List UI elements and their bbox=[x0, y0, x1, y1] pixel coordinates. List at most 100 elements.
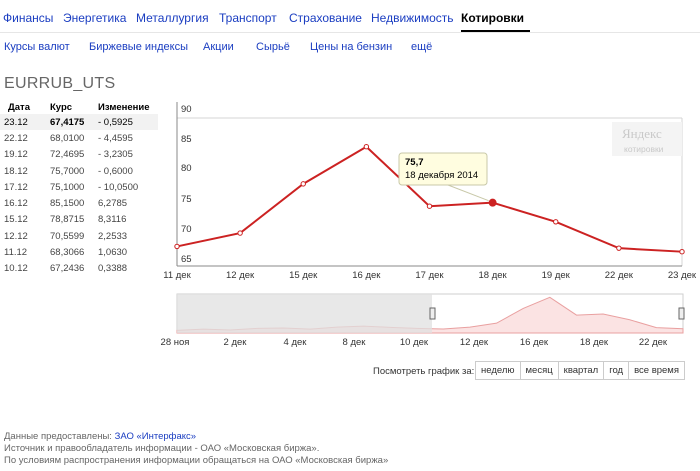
interfax-link[interactable]: ЗАО «Интерфакс» bbox=[114, 431, 197, 442]
row-rate: 85,1500 bbox=[50, 198, 85, 210]
subnav-shares[interactable]: Акции bbox=[203, 41, 234, 53]
subnav-stock-indices[interactable]: Биржевые индексы bbox=[89, 41, 188, 53]
table-row: 10.12 67,2436 0,3388 bbox=[0, 261, 158, 277]
navigator-tick-label: 12 дек bbox=[460, 337, 489, 348]
row-rate: 78,8715 bbox=[50, 214, 85, 226]
data-point bbox=[679, 248, 685, 255]
nav-realty[interactable]: Недвижимость bbox=[371, 11, 454, 25]
quotes-table: Дата Курс Изменение 23.12 67,4175- 0,5925… bbox=[0, 100, 158, 277]
x-tick-label: 19 дек bbox=[542, 270, 571, 281]
row-change: - 0,6000 bbox=[98, 165, 133, 177]
period-buttons: неделю месяц квартал год все время bbox=[475, 361, 685, 380]
period-quarter-button[interactable]: квартал bbox=[557, 361, 605, 380]
row-rate: 75,1000 bbox=[50, 181, 85, 193]
y-tick-label: 85 bbox=[181, 134, 192, 145]
navigator-tick-label: 2 дек bbox=[224, 337, 248, 348]
navigator-handle-right[interactable] bbox=[678, 307, 685, 320]
tooltip-pointer bbox=[447, 184, 489, 202]
period-label: Посмотреть график за: bbox=[373, 366, 475, 377]
nav-finance[interactable]: Финансы bbox=[3, 11, 54, 25]
nav-transport[interactable]: Транспорт bbox=[219, 11, 277, 25]
table-row: 18.12 75,7000 - 0,6000 bbox=[0, 163, 158, 179]
highlighted-point bbox=[488, 198, 497, 207]
row-rate: 67,4175 bbox=[50, 114, 98, 131]
table-header-row: Дата Курс Изменение bbox=[0, 100, 158, 114]
nav-energy[interactable]: Энергетика bbox=[63, 11, 127, 25]
navigator-tick-label: 16 дек bbox=[520, 337, 549, 348]
data-point bbox=[300, 181, 306, 187]
nav-divider bbox=[0, 32, 700, 33]
y-tick-label: 65 bbox=[181, 254, 192, 265]
navigator-tick-label: 28 ноя bbox=[161, 337, 190, 348]
period-year-button[interactable]: год bbox=[603, 361, 630, 380]
row-rate: 70,5599 bbox=[50, 230, 85, 242]
row-change: - 10,0500 bbox=[98, 181, 139, 193]
table-row: 17.12 75,1000 - 10,0500 bbox=[0, 179, 158, 195]
table-row: 15.12 78,8715 8,3116 bbox=[0, 212, 158, 228]
table-row: 22.12 68,0100 - 4,4595 bbox=[0, 130, 158, 146]
col-change-header: Изменение bbox=[98, 101, 150, 113]
ticker-title: EURRUB_UTS bbox=[4, 75, 116, 92]
y-tick-label: 75 bbox=[181, 194, 192, 205]
period-all-time-button[interactable]: все время bbox=[628, 361, 685, 380]
row-date: 10.12 bbox=[4, 263, 28, 275]
x-tick-label: 18 дек bbox=[479, 270, 508, 281]
navigator-handle-left[interactable] bbox=[429, 307, 436, 320]
row-rate: 68,3066 bbox=[50, 247, 85, 259]
row-date: 22.12 bbox=[4, 132, 28, 144]
row-date: 23.12 bbox=[0, 114, 50, 131]
subnav-more[interactable]: ещё bbox=[411, 41, 433, 53]
nav-metallurgy[interactable]: Металлургия bbox=[136, 11, 209, 25]
row-change: - 0,5925 bbox=[98, 114, 158, 131]
subnav-commodities[interactable]: Сырьё bbox=[256, 41, 290, 53]
data-point bbox=[237, 230, 243, 236]
tooltip-box bbox=[398, 152, 488, 186]
subnav-fuel-prices[interactable]: Цены на бензин bbox=[310, 41, 393, 53]
row-date: 15.12 bbox=[4, 214, 28, 226]
row-date: 19.12 bbox=[4, 149, 28, 161]
navigator-shade bbox=[177, 294, 432, 333]
x-tick-label: 17 дек bbox=[415, 270, 444, 281]
table-row: 16.12 85,1500 6,2785 bbox=[0, 195, 158, 211]
navigator-tick-label: 22 дек bbox=[639, 337, 668, 348]
nav-quotes[interactable]: Котировки bbox=[461, 11, 525, 25]
row-rate: 68,0100 bbox=[50, 132, 85, 144]
rate-chart: 65 70 75 80 85 90 Яндекс котировки 11 дек 12 дек 1… bbox=[161, 102, 697, 348]
col-rate-header: Курс bbox=[50, 101, 73, 113]
period-week-button[interactable]: неделю bbox=[475, 361, 521, 380]
yandex-watermark-sub: котировки bbox=[624, 144, 664, 154]
row-date: 16.12 bbox=[4, 198, 28, 210]
row-date: 12.12 bbox=[4, 230, 28, 242]
row-rate: 67,2436 bbox=[50, 263, 85, 275]
row-rate: 75,7000 bbox=[50, 165, 85, 177]
top-nav: Финансы Энергетика Металлургия Транспорт… bbox=[0, 0, 700, 33]
data-point bbox=[363, 144, 370, 150]
x-tick-label: 16 дек bbox=[352, 270, 381, 281]
row-date: 11.12 bbox=[4, 247, 28, 259]
row-change: 8,3116 bbox=[98, 214, 127, 226]
table-row: 23.12 67,4175- 0,5925 bbox=[0, 114, 158, 131]
x-tick-label: 22 дек bbox=[605, 270, 634, 281]
navigator-tick-label: 10 дек bbox=[400, 337, 429, 348]
y-tick-label: 90 bbox=[181, 104, 192, 115]
period-month-button[interactable]: месяц bbox=[519, 361, 559, 380]
data-point bbox=[174, 243, 180, 250]
y-tick-label: 70 bbox=[181, 224, 192, 235]
nav-insurance[interactable]: Страхование bbox=[289, 11, 362, 25]
x-tick-label: 15 дек bbox=[289, 270, 318, 281]
data-point bbox=[616, 245, 622, 251]
x-tick-label: 11 дек bbox=[163, 270, 191, 281]
tooltip-date: 18 декабря 2014 bbox=[405, 170, 478, 181]
data-point bbox=[553, 219, 559, 225]
table-row: 19.12 72,4695 - 3,2305 bbox=[0, 147, 158, 163]
footer-terms: По условиям распространения информации о… bbox=[4, 455, 389, 466]
col-date-header: Дата bbox=[8, 101, 30, 113]
navigator-tick-label: 18 дек bbox=[580, 337, 609, 348]
x-tick-label: 23 дек bbox=[668, 270, 697, 281]
row-change: 2,2533 bbox=[98, 230, 128, 242]
footer-provider-label: Данные предоставлены: bbox=[4, 431, 115, 442]
data-point bbox=[426, 203, 433, 209]
subnav-currency-rates[interactable]: Курсы валют bbox=[4, 41, 70, 53]
navigator-tick-label: 4 дек bbox=[284, 337, 308, 348]
row-change: 1,0630 bbox=[98, 247, 128, 259]
